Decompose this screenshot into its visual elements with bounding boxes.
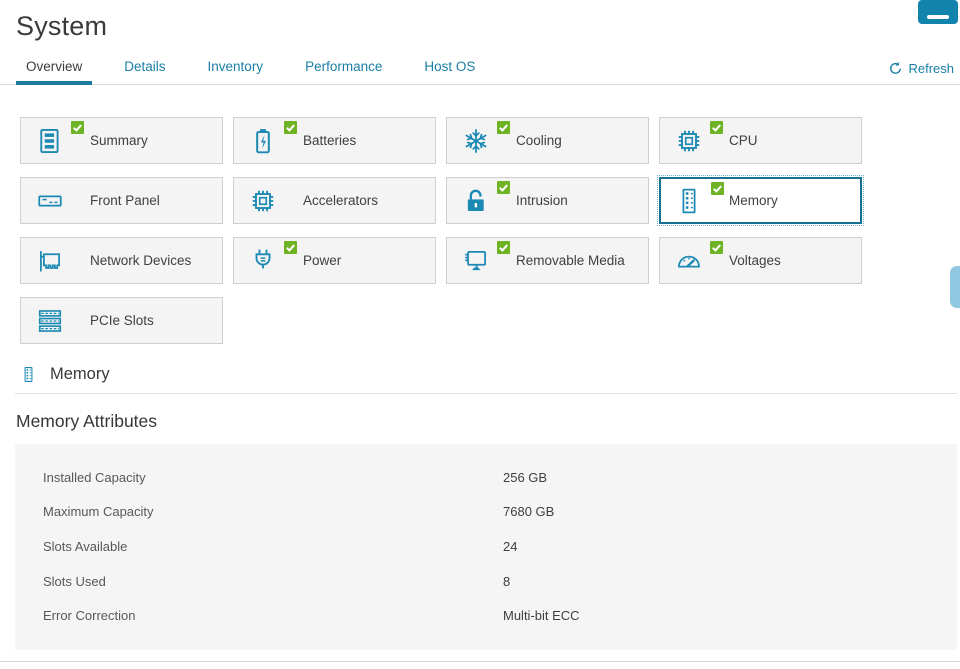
attribute-label: Error Correction — [43, 608, 136, 624]
attribute-row: Slots Used 8 — [43, 564, 957, 599]
tab-label: Performance — [305, 59, 383, 74]
chip-icon — [249, 187, 277, 215]
tile-memory[interactable]: Memory — [657, 175, 864, 226]
status-ok-badge — [710, 241, 723, 254]
tile-label: Batteries — [303, 133, 357, 148]
tile-label: Voltages — [729, 253, 781, 268]
section-title: Memory — [50, 365, 110, 383]
tab-host-os[interactable]: Host OS — [414, 55, 485, 85]
attribute-value: 24 — [503, 538, 518, 554]
tab-label: Overview — [26, 59, 83, 74]
tile-label: CPU — [729, 133, 758, 148]
status-ok-badge — [497, 241, 510, 254]
tile-intrusion[interactable]: Intrusion — [446, 177, 649, 224]
tile-grid: Summary Batteries Cooling CPU Front Pane… — [20, 117, 864, 344]
status-ok-badge — [284, 241, 297, 254]
summary-icon — [36, 127, 64, 155]
attribute-row: Error Correction Multi-bit ECC — [43, 598, 957, 633]
memory-section-icon — [20, 366, 37, 383]
tile-removable-media[interactable]: Removable Media — [446, 237, 649, 284]
tile-network-devices[interactable]: Network Devices — [20, 237, 223, 284]
refresh-icon — [888, 61, 903, 76]
attribute-value: 8 — [503, 573, 511, 589]
attribute-label: Installed Capacity — [43, 469, 146, 485]
status-ok-badge — [284, 121, 297, 134]
tile-voltages[interactable]: Voltages — [659, 237, 862, 284]
tile-label: Accelerators — [303, 193, 379, 208]
attributes-panel: Installed Capacity 256 GB Maximum Capaci… — [15, 444, 957, 650]
tile-batteries[interactable]: Batteries — [233, 117, 436, 164]
tile-front-panel[interactable]: Front Panel — [20, 177, 223, 224]
tab-label: Inventory — [207, 59, 264, 74]
tile-label: Cooling — [516, 133, 562, 148]
tab-inventory[interactable]: Inventory — [198, 55, 274, 85]
slide-out-handle[interactable] — [950, 266, 960, 308]
front-panel-icon — [36, 187, 64, 215]
tile-label: PCIe Slots — [90, 313, 154, 328]
tab-performance[interactable]: Performance — [295, 55, 392, 85]
attribute-label: Slots Used — [43, 573, 106, 589]
tile-label: Network Devices — [90, 253, 192, 268]
tile-accelerators[interactable]: Accelerators — [233, 177, 436, 224]
attribute-value: 256 GB — [503, 469, 548, 485]
tab-overview[interactable]: Overview — [16, 55, 93, 85]
section-header: Memory — [20, 365, 960, 384]
status-ok-badge — [497, 181, 510, 194]
tile-pcie-slots[interactable]: PCIe Slots — [20, 297, 223, 344]
status-ok-badge — [497, 121, 510, 134]
memory-icon — [675, 187, 703, 215]
attribute-row: Slots Available 24 — [43, 529, 957, 564]
menu-button[interactable] — [918, 0, 958, 24]
network-icon — [36, 247, 64, 275]
refresh-button[interactable]: Refresh — [888, 61, 954, 76]
cpu-icon — [675, 127, 703, 155]
tile-cpu[interactable]: CPU — [659, 117, 862, 164]
attribute-value: Multi-bit ECC — [503, 608, 580, 624]
section-divider — [15, 393, 957, 394]
battery-icon — [249, 127, 277, 155]
attribute-value: 7680 GB — [503, 504, 555, 520]
lock-icon — [462, 187, 490, 215]
status-ok-badge — [710, 121, 723, 134]
bottom-divider — [0, 661, 960, 662]
tile-label: Memory — [729, 193, 778, 208]
refresh-label: Refresh — [908, 61, 954, 76]
gauge-icon — [675, 247, 703, 275]
plug-icon — [249, 247, 277, 275]
tab-details[interactable]: Details — [114, 55, 175, 85]
tile-label: Power — [303, 253, 342, 268]
pcie-icon — [36, 307, 64, 335]
hamburger-icon — [927, 15, 949, 19]
tab-bar: Overview Details Inventory Performance Host … — [0, 55, 960, 85]
tile-label: Front Panel — [90, 193, 160, 208]
tile-label: Intrusion — [516, 193, 568, 208]
attribute-row: Maximum Capacity 7680 GB — [43, 495, 957, 530]
tile-label: Summary — [90, 133, 148, 148]
tile-summary[interactable]: Summary — [20, 117, 223, 164]
attribute-row: Installed Capacity 256 GB — [43, 460, 957, 495]
attribute-label: Maximum Capacity — [43, 504, 154, 520]
tile-cooling[interactable]: Cooling — [446, 117, 649, 164]
attributes-title: Memory Attributes — [16, 411, 158, 431]
tile-power[interactable]: Power — [233, 237, 436, 284]
page-title: System — [16, 11, 108, 41]
status-ok-badge — [71, 121, 84, 134]
tab-label: Host OS — [424, 59, 476, 74]
attribute-label: Slots Available — [43, 538, 128, 554]
status-ok-badge — [711, 182, 724, 195]
tile-label: Removable Media — [516, 253, 625, 268]
media-icon — [462, 247, 490, 275]
snowflake-icon — [462, 127, 490, 155]
tab-label: Details — [124, 59, 166, 74]
